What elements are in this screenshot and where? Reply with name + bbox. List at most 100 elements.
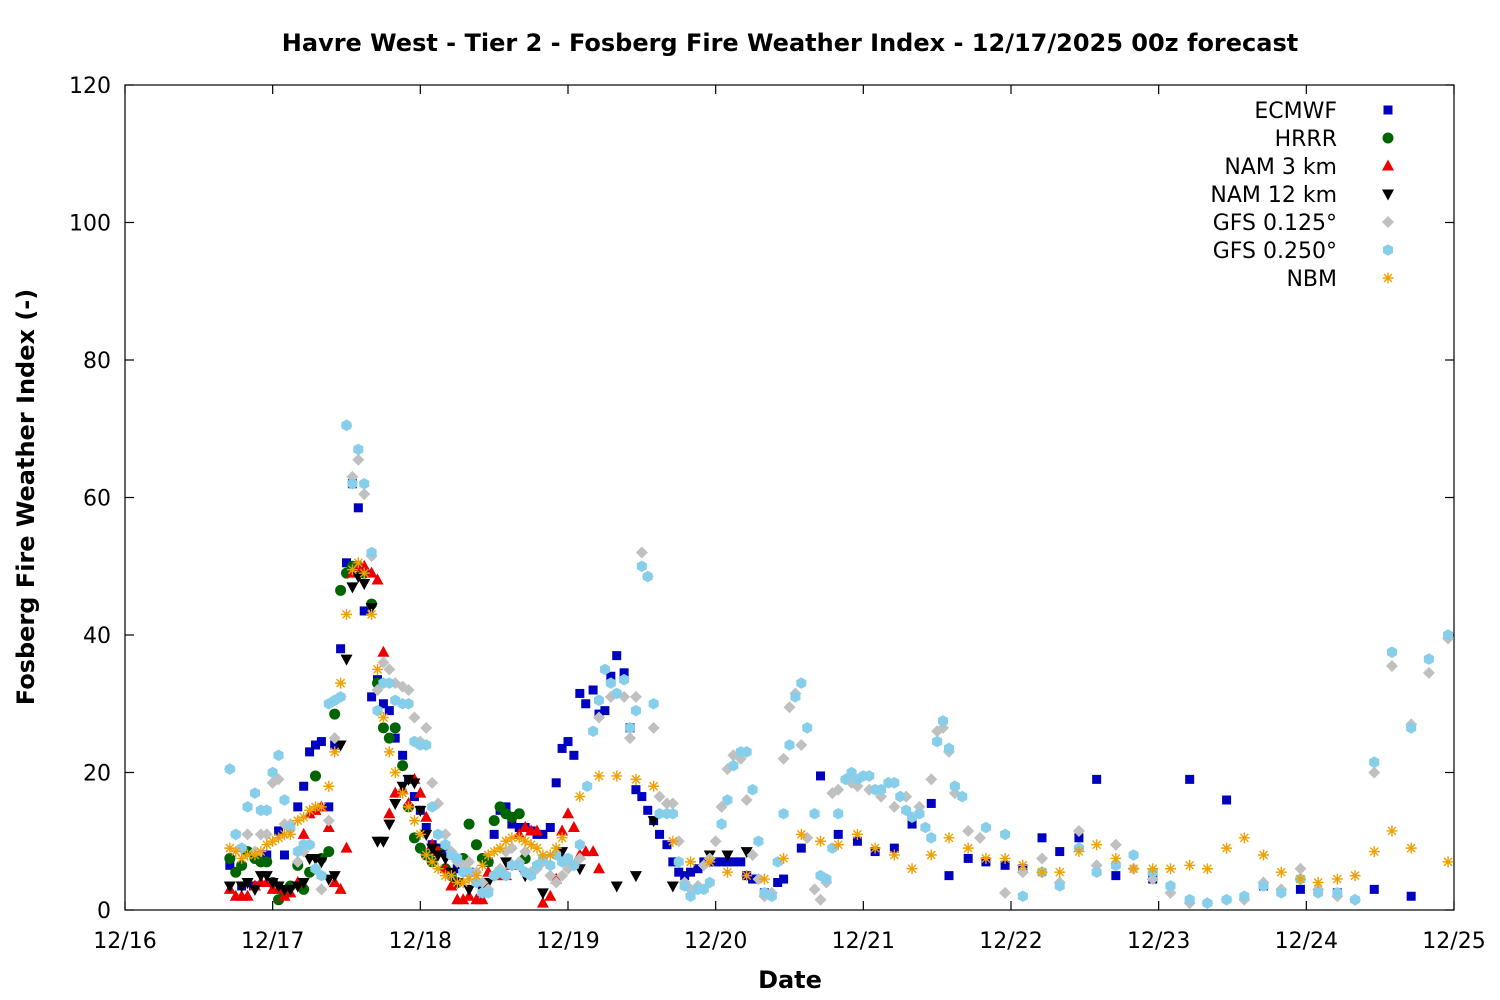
data-point	[926, 850, 937, 861]
data-point	[557, 832, 568, 843]
data-point	[551, 843, 562, 854]
data-point	[403, 801, 414, 812]
y-tick-label: 120	[69, 74, 111, 99]
data-point	[667, 836, 678, 847]
data-point	[398, 751, 407, 760]
data-point	[293, 802, 302, 811]
data-point	[552, 778, 561, 787]
y-tick-label: 60	[83, 487, 111, 512]
data-point	[1055, 847, 1064, 856]
data-point	[852, 829, 863, 840]
data-point	[367, 692, 376, 701]
data-point	[1128, 863, 1139, 874]
data-point	[833, 839, 844, 850]
data-point	[1111, 871, 1120, 880]
data-point	[685, 856, 696, 867]
data-point	[280, 851, 289, 860]
data-point	[612, 651, 621, 660]
data-point	[335, 678, 346, 689]
data-point	[336, 644, 345, 653]
data-point	[359, 568, 370, 579]
data-point	[1406, 843, 1417, 854]
data-point	[261, 856, 272, 867]
data-point	[944, 871, 953, 880]
data-point	[329, 709, 340, 720]
data-point	[378, 722, 389, 733]
data-point	[1370, 885, 1379, 894]
data-point	[980, 853, 991, 864]
data-point	[927, 799, 936, 808]
data-point	[384, 746, 395, 757]
data-point	[489, 815, 500, 826]
legend-label: ECMWF	[1254, 99, 1337, 124]
data-point	[581, 699, 590, 708]
x-tick-label: 12/16	[93, 929, 156, 954]
data-point	[600, 706, 609, 715]
data-point	[1296, 885, 1305, 894]
data-point	[299, 782, 308, 791]
legend-label: HRRR	[1275, 127, 1337, 152]
data-point	[704, 856, 715, 867]
data-point	[834, 830, 843, 839]
data-point	[471, 870, 482, 881]
data-point	[736, 857, 745, 866]
data-point	[797, 844, 806, 853]
data-point	[316, 801, 327, 812]
data-point	[397, 788, 408, 799]
data-point	[741, 870, 752, 881]
data-point	[1054, 867, 1065, 878]
x-axis-label: Date	[758, 966, 822, 994]
legend-label: GFS 0.125°	[1213, 211, 1337, 236]
data-point	[1222, 796, 1231, 805]
data-point	[648, 781, 659, 792]
data-point	[384, 733, 395, 744]
data-point	[1332, 874, 1343, 885]
data-point	[870, 843, 881, 854]
data-point	[796, 829, 807, 840]
x-tick-label: 12/21	[832, 929, 895, 954]
data-point	[722, 867, 733, 878]
x-tick-label: 12/22	[979, 929, 1042, 954]
data-point	[1295, 874, 1306, 885]
x-tick-label: 12/24	[1275, 929, 1338, 954]
x-tick-label: 12/19	[536, 929, 599, 954]
x-tick-label: 12/23	[1127, 929, 1190, 954]
data-point	[1092, 775, 1101, 784]
data-point	[1017, 860, 1028, 871]
data-point	[655, 830, 664, 839]
data-point	[490, 830, 499, 839]
data-point	[963, 843, 974, 854]
y-tick-label: 100	[69, 212, 111, 237]
data-point	[1185, 775, 1194, 784]
data-point	[464, 819, 475, 830]
x-tick-label: 12/17	[241, 929, 304, 954]
data-point	[1202, 863, 1213, 874]
data-point	[1239, 832, 1250, 843]
legend-label: NAM 12 km	[1210, 183, 1337, 208]
data-point	[354, 503, 363, 512]
y-tick-label: 20	[83, 762, 111, 787]
data-point	[1313, 877, 1324, 888]
data-point	[1038, 833, 1047, 842]
legend-label: GFS 0.250°	[1213, 239, 1337, 264]
data-point	[778, 853, 789, 864]
data-point	[815, 836, 826, 847]
data-point	[323, 781, 334, 792]
data-point	[1221, 843, 1232, 854]
legend-label: NBM	[1286, 267, 1337, 292]
data-point	[1165, 863, 1176, 874]
data-point	[310, 770, 321, 781]
data-point	[1147, 863, 1158, 874]
data-point	[1276, 867, 1287, 878]
data-point	[390, 722, 401, 733]
data-point	[889, 850, 900, 861]
data-point	[1000, 853, 1011, 864]
data-point	[1073, 846, 1084, 857]
x-tick-label: 12/18	[389, 929, 452, 954]
x-tick-label: 12/20	[684, 929, 747, 954]
data-point	[594, 770, 605, 781]
data-point	[964, 854, 973, 863]
data-point	[1091, 839, 1102, 850]
data-point	[575, 689, 584, 698]
